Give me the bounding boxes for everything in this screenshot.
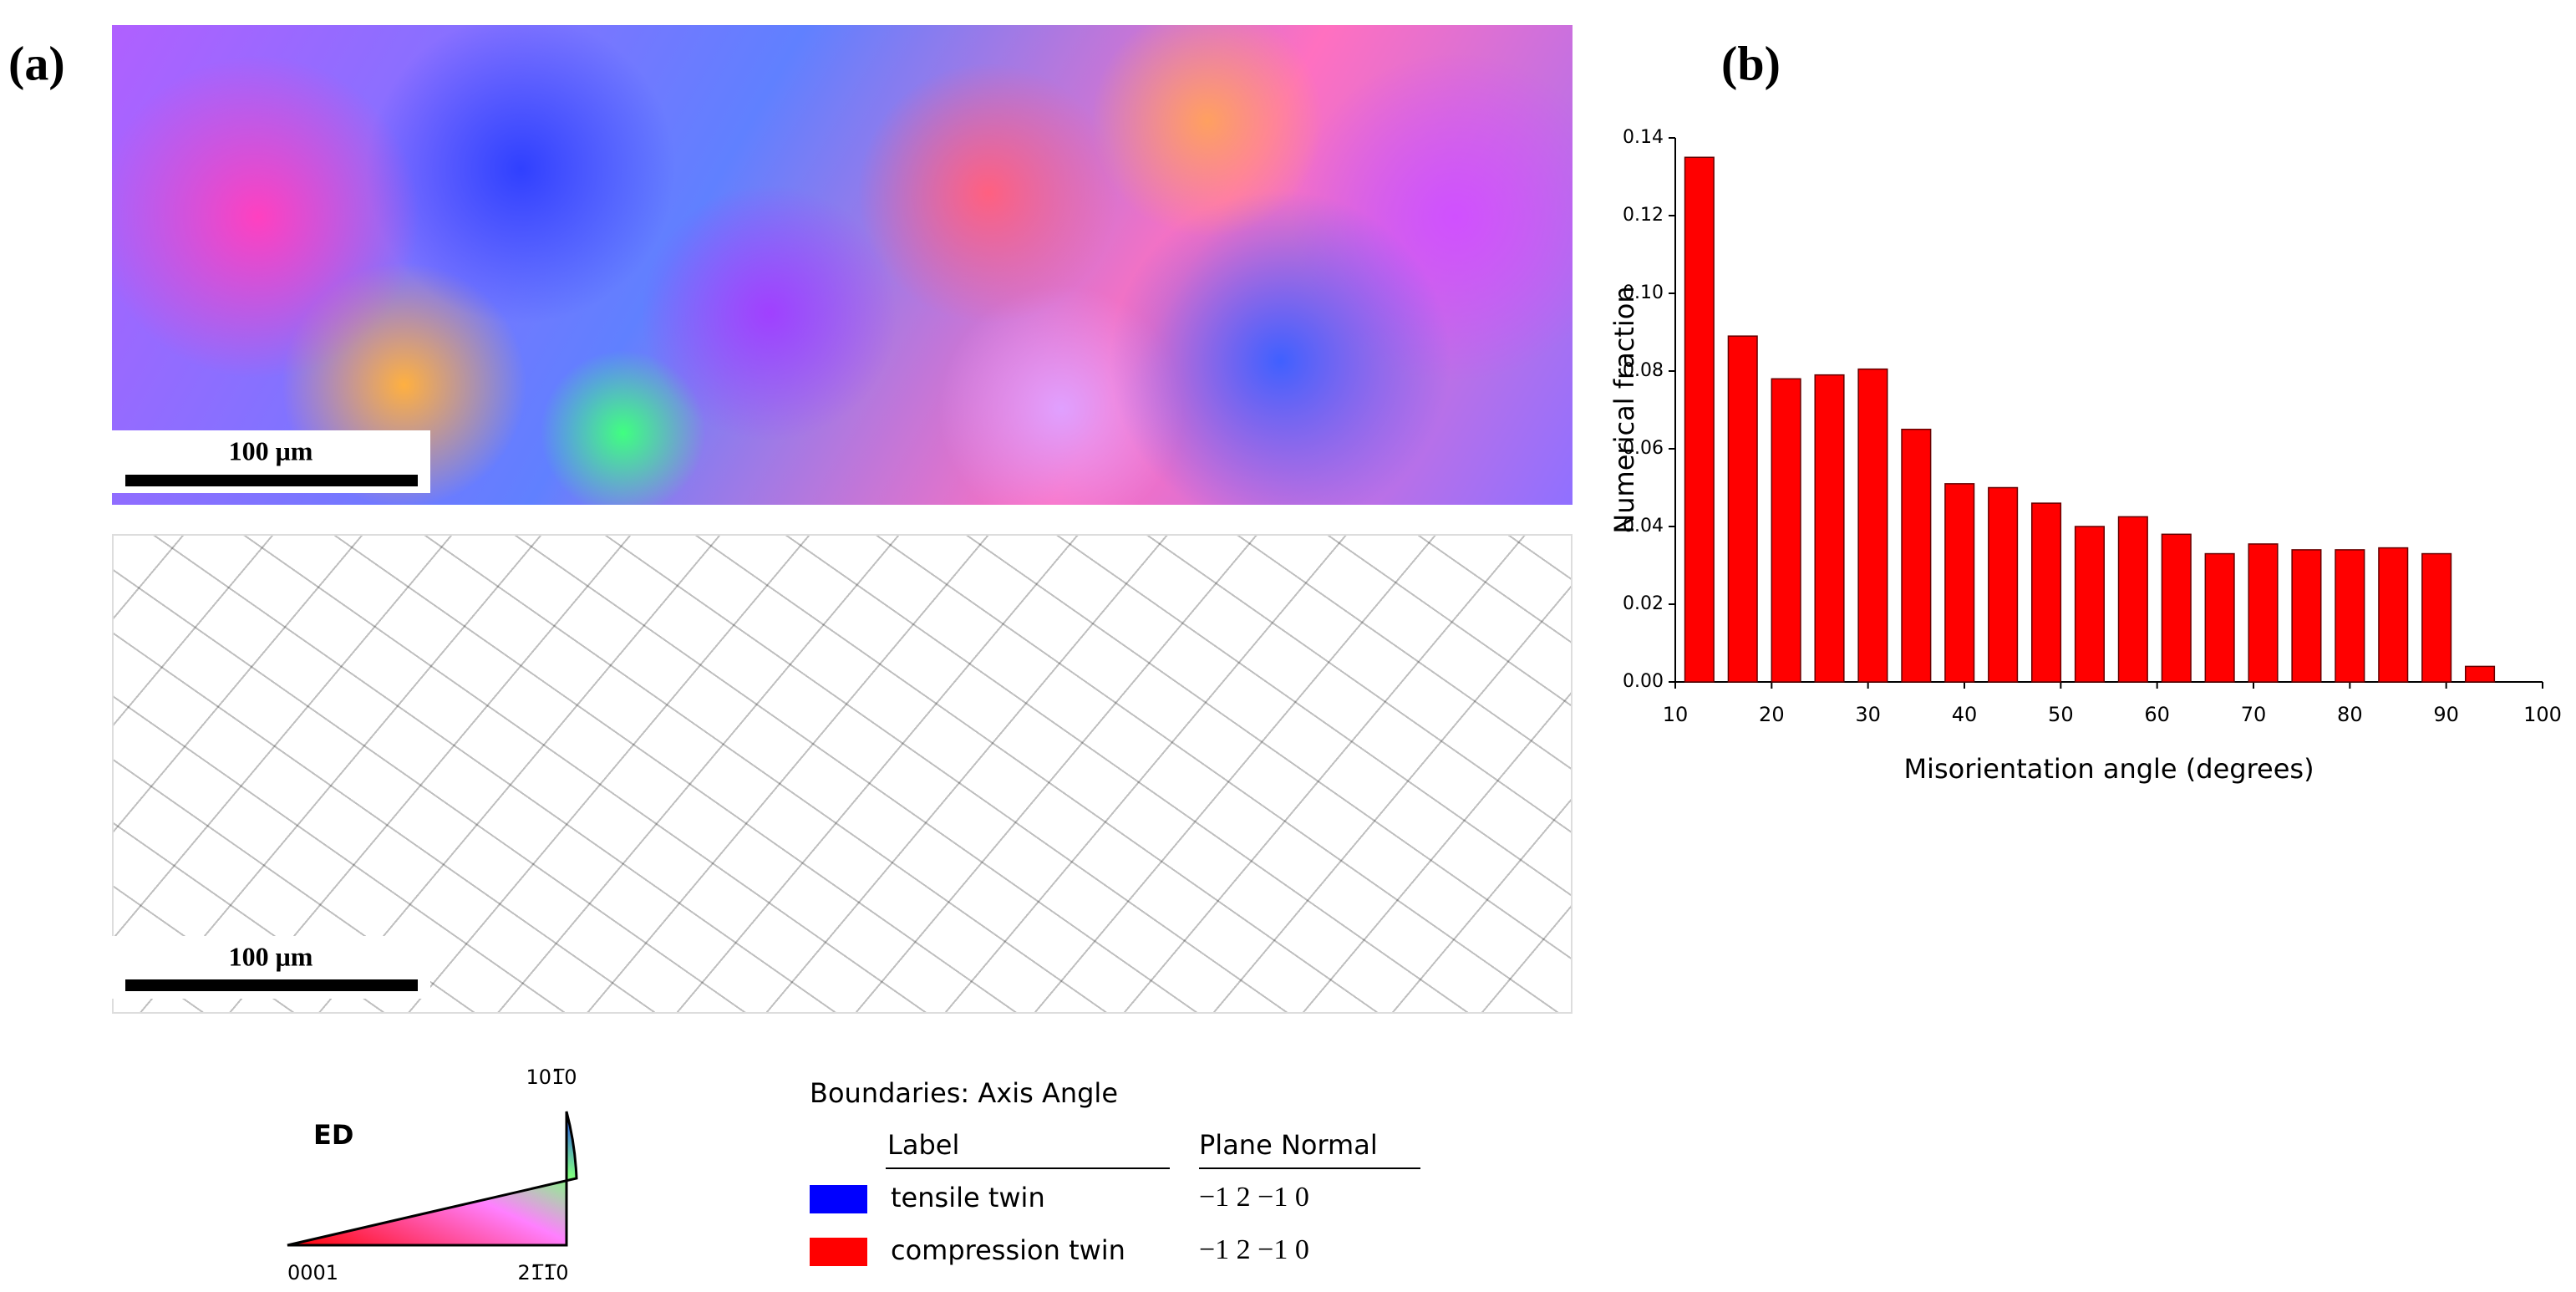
y-axis-label: Numerical fraction [1608,286,1640,533]
bar [1988,486,2019,683]
bar [2117,516,2148,683]
scale-bar-label: 100 μm [229,435,313,465]
scale-bar [125,979,418,991]
ipf-corner: 101̅0 [526,1066,577,1089]
legend-normal: −1 2 −1 0 [1199,1234,1309,1265]
ipf-corner: 0001 [287,1261,338,1284]
bar [2335,549,2365,683]
bar [1814,374,1845,683]
x-tick-label: 100 [2523,703,2562,726]
bar [1727,335,1758,683]
x-tick-label: 30 [1855,703,1881,726]
orientation-map [112,25,1573,505]
scale-bar [125,475,418,486]
ipf-triangle [287,1111,578,1247]
x-tick-label: 20 [1759,703,1785,726]
bar [1944,483,1975,683]
bar [1771,378,1801,683]
x-tick-label: 50 [2048,703,2074,726]
y-tick-label: 0.10 [1623,282,1664,303]
legend-header: Label [887,1129,959,1161]
legend-swatch [810,1238,867,1266]
legend-swatch [810,1185,867,1213]
x-tick-label: 90 [2433,703,2459,726]
legend-header: Plane Normal [1199,1129,1378,1161]
x-tick-label: 40 [1952,703,1978,726]
panel-label: (a) [8,36,65,90]
boundary-map [112,534,1573,1014]
y-tick-label: 0.14 [1623,127,1664,148]
legend-label: tensile twin [891,1182,1045,1213]
y-tick-label: 0.04 [1623,516,1664,537]
ipf-direction: ED [313,1119,353,1151]
x-tick-label: 70 [2241,703,2267,726]
bar [1857,368,1888,683]
y-tick-label: 0.08 [1623,360,1664,381]
bar [2161,533,2192,683]
scale-bar-label: 100 μm [229,941,313,971]
bar [1901,429,1932,683]
x-tick-label: 10 [1663,703,1689,726]
y-tick-label: 0.02 [1623,593,1664,614]
legend-normal: −1 2 −1 0 [1199,1182,1309,1213]
bar [2030,502,2062,683]
bar [2464,665,2496,683]
bar [2204,552,2235,683]
x-tick-label: 80 [2337,703,2363,726]
bar [2291,549,2322,683]
bar [2421,552,2452,683]
y-tick-label: 0.06 [1623,438,1664,459]
bar [1684,156,1715,683]
bar [2074,526,2105,683]
y-tick-label: 0.12 [1623,205,1664,226]
x-axis-label: Misorientation angle (degrees) [1903,753,2314,785]
x-tick-label: 60 [2144,703,2170,726]
y-tick-label: 0.00 [1623,671,1664,692]
legend-label: compression twin [891,1234,1125,1266]
panel-label: (b) [1721,36,1781,90]
bar [2378,547,2409,683]
legend-title: Boundaries: Axis Angle [810,1077,1118,1109]
bar [2248,543,2279,683]
ipf-corner: 21̅1̅0 [517,1261,568,1284]
